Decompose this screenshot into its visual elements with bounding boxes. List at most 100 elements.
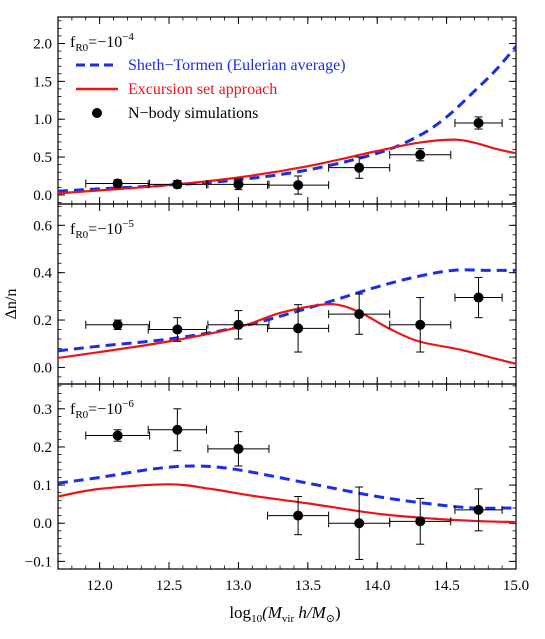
y-tick-label: 0.5 <box>33 150 52 166</box>
panel-frame <box>57 383 517 570</box>
y-tick-label: 0.3 <box>33 402 52 418</box>
x-tick-label: 14.0 <box>364 578 390 594</box>
nbody-point <box>389 148 452 162</box>
nbody-marker <box>172 424 183 435</box>
nbody-point <box>85 429 151 442</box>
legend-nb-marker <box>92 108 102 118</box>
panel-label-f: f <box>70 34 76 51</box>
nbody-marker <box>293 510 304 521</box>
nbody-point <box>267 304 330 353</box>
x-axis-label-open: (M <box>262 603 283 622</box>
panel-label-sub: R0 <box>75 409 88 421</box>
nbody-point <box>207 178 270 191</box>
x-axis-label: log10(Mvir h/M⊙) <box>229 603 340 625</box>
nbody-marker <box>112 319 123 330</box>
y-tick-label: 0.0 <box>33 516 52 532</box>
y-tick-label: 2.0 <box>33 36 52 52</box>
panel-label: fR0=−10−6 <box>70 398 134 421</box>
nbody-marker <box>473 504 484 515</box>
y-tick-label: 1.5 <box>33 74 52 90</box>
x-axis-label-h: h/M <box>294 603 326 622</box>
nbody-marker <box>233 443 244 454</box>
y-tick-label: 0.0 <box>33 360 52 376</box>
panel-label-exp: −6 <box>122 398 134 410</box>
nbody-point <box>207 431 270 467</box>
nbody-point <box>85 178 151 189</box>
panel-label-f: f <box>70 221 76 238</box>
nbody-point <box>207 310 270 340</box>
nbody-point <box>389 297 452 353</box>
nbody-marker <box>415 319 426 330</box>
nbody-point <box>267 175 330 195</box>
y-tick-label: 0.0 <box>33 188 52 204</box>
y-axis-label: Δn/n <box>3 289 20 320</box>
y-tick-label: −0.1 <box>25 554 52 570</box>
panel-frame <box>57 203 517 385</box>
panel-label-sub: R0 <box>75 42 88 54</box>
nbody-marker <box>473 292 484 303</box>
x-tick-label: 13.5 <box>295 578 321 594</box>
nbody-marker <box>233 179 244 190</box>
panel-plot-area <box>58 45 516 195</box>
y-tick-label: 0.1 <box>33 478 52 494</box>
nbody-point <box>454 488 503 532</box>
nbody-marker <box>354 309 365 320</box>
x-axis-label-close: ) <box>335 603 341 622</box>
legend-nb-label: N−body simulations <box>128 105 258 122</box>
nbody-point <box>328 293 391 335</box>
x-tick-label: 15.0 <box>503 578 529 594</box>
nbody-point <box>147 408 208 452</box>
y-tick-label: 0.2 <box>33 313 52 329</box>
nbody-marker <box>112 430 123 441</box>
nbody-marker <box>233 319 244 330</box>
nbody-marker <box>293 180 304 191</box>
y-tick-label: 0.2 <box>33 440 52 456</box>
legend-st-label: Sheth−Tormen (Eulerian average) <box>128 57 346 74</box>
y-tick-label: 0.6 <box>33 218 52 234</box>
nbody-marker <box>172 179 183 190</box>
nbody-point <box>328 486 391 560</box>
nbody-point <box>328 156 391 179</box>
excursion-set-curve <box>58 483 516 524</box>
x-axis-label-vir: vir <box>282 613 295 625</box>
panel-label-f: f <box>70 401 76 418</box>
nbody-marker <box>473 117 484 128</box>
panel-label-eq: =−10 <box>88 34 122 51</box>
legend-es-label: Excursion set approach <box>128 81 277 98</box>
nbody-marker <box>354 518 365 529</box>
panel-plot-area <box>58 268 516 365</box>
panel-label-sub: R0 <box>75 229 88 241</box>
panel-fR0-1e-6: −0.1 0.0 0.1 0.2 0.3 fR0=−10−6 12.0 12.5 13.0 13.… <box>25 383 529 594</box>
panel-fR0-1e-4: 0.0 0.5 1.0 1.5 2.0 fR0=−10−4 <box>33 16 517 205</box>
nbody-point <box>454 276 503 319</box>
nbody-marker <box>415 149 426 160</box>
panel-label: fR0=−10−4 <box>70 31 134 54</box>
nbody-marker <box>415 516 426 527</box>
nbody-marker <box>354 162 365 173</box>
nbody-marker <box>112 178 123 189</box>
nbody-point <box>454 116 503 130</box>
excursion-set-curve <box>58 302 516 365</box>
y-tick-label: 1.0 <box>33 112 52 128</box>
panel-label-eq: =−10 <box>88 221 122 238</box>
nbody-point <box>147 179 208 190</box>
excursion-set-curve <box>58 138 516 195</box>
x-tick-label: 12.5 <box>156 578 182 594</box>
x-axis-label-log: log <box>229 603 251 622</box>
nbody-point <box>147 317 208 342</box>
panel-plot-area <box>58 408 516 560</box>
nbody-marker <box>293 323 304 334</box>
panel-label-eq: =−10 <box>88 401 122 418</box>
x-tick-label: 12.0 <box>87 578 113 594</box>
panel-fR0-1e-5: 0.0 0.2 0.4 0.6 fR0=−10−5 <box>33 203 517 385</box>
panel-frame <box>57 16 517 205</box>
nbody-point <box>267 496 330 536</box>
nbody-marker <box>172 324 183 335</box>
nbody-point <box>85 319 151 331</box>
x-tick-label: 14.5 <box>433 578 459 594</box>
sheth-tormen-curve <box>58 464 516 510</box>
x-axis-label-base: 10 <box>251 613 263 625</box>
legend: Sheth−Tormen (Eulerian average) Excursio… <box>76 57 346 122</box>
x-tick-label: 13.0 <box>225 578 251 594</box>
